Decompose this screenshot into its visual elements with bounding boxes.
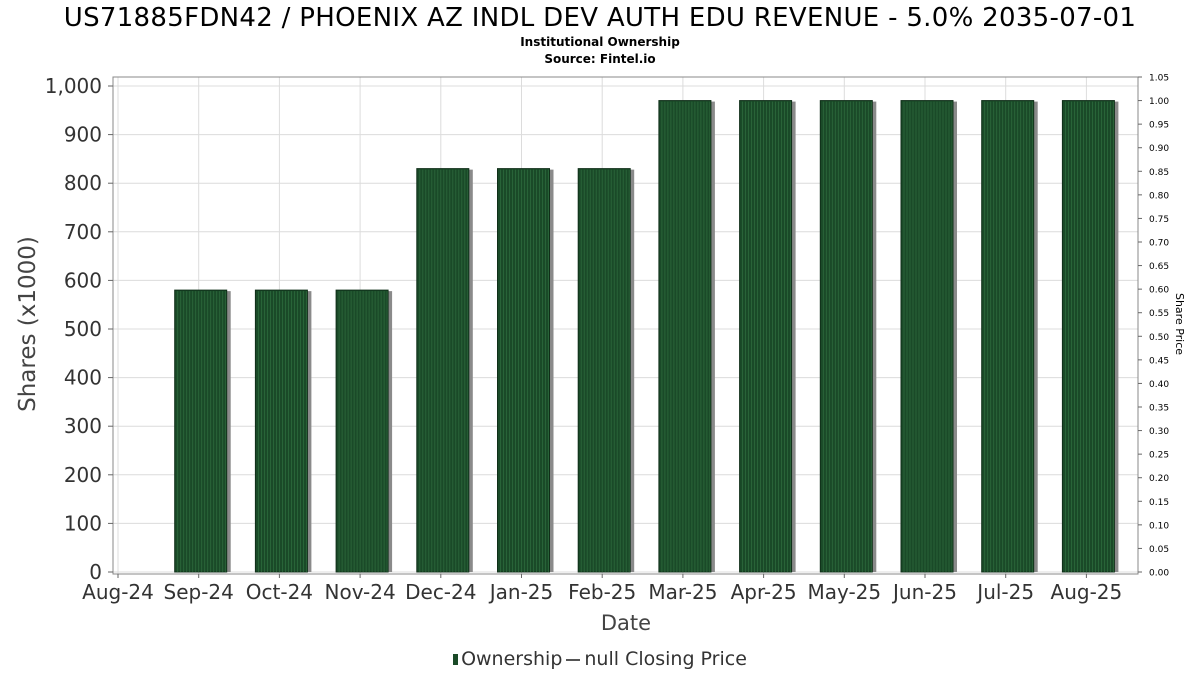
- y2-tick-label: 0.40: [1149, 380, 1169, 390]
- x-tick-label: Dec-24: [405, 580, 476, 604]
- y2-tick-label: 0.35: [1149, 404, 1169, 414]
- x-tick-label: Nov-24: [325, 580, 396, 604]
- y2-tick-label: 0.65: [1149, 262, 1169, 272]
- x-axis: Aug-24 Sep-24 Oct-24 Nov-24 Dec-24 Jan-25 Feb-…: [82, 574, 1122, 604]
- y-tick-label: 700: [64, 220, 102, 244]
- y2-axis: 0.00 0.05 0.10 0.15 0.20 0.25 0.30 0.35 0.40 0.45…: [1138, 74, 1169, 579]
- x-tick-label: Jan-25: [488, 580, 554, 604]
- y2-tick-label: 0.85: [1149, 168, 1169, 178]
- ownership-bar: [900, 100, 954, 573]
- y2-tick-label: 0.05: [1149, 545, 1169, 555]
- ownership-bar: [981, 100, 1035, 573]
- x-tick-label: Feb-25: [568, 580, 636, 604]
- y2-axis-title: Share Price: [1173, 293, 1186, 355]
- legend: Ownership null Closing Price: [0, 647, 1200, 671]
- ownership-bar: [254, 289, 308, 573]
- ownership-bar: [174, 289, 228, 573]
- ownership-bar: [416, 168, 470, 573]
- ownership-bar: [1061, 100, 1115, 573]
- y2-tick-label: 1.00: [1149, 97, 1169, 107]
- ownership-bar: [497, 168, 550, 573]
- x-axis-title: Date: [601, 611, 651, 635]
- y2-tick-label: 1.05: [1149, 74, 1169, 84]
- y-tick-label: 0: [89, 560, 102, 584]
- x-tick-label: Oct-24: [246, 580, 313, 604]
- x-tick-label: Mar-25: [648, 580, 717, 604]
- x-tick-label: Jul-25: [975, 580, 1034, 604]
- y-tick-label: 100: [64, 511, 102, 535]
- ownership-bar: [739, 100, 793, 573]
- price-legend-label: null Closing Price: [584, 648, 747, 670]
- ownership-bar: [577, 168, 631, 573]
- y2-tick-label: 0.25: [1149, 451, 1169, 461]
- y-tick-label: 200: [64, 463, 102, 487]
- x-tick-label: Sep-24: [164, 580, 234, 604]
- x-tick-label: Apr-25: [731, 580, 797, 604]
- chart-source: Source: Fintel.io: [544, 52, 656, 66]
- price-legend-line: [566, 658, 581, 661]
- y-tick-label: 1,000: [45, 74, 102, 98]
- ownership-legend-swatch: [453, 654, 459, 665]
- y-axis-title: Shares (x1000): [15, 236, 41, 412]
- y2-tick-label: 0.90: [1149, 144, 1169, 154]
- y-tick-label: 400: [64, 366, 102, 390]
- y2-tick-label: 0.50: [1149, 333, 1169, 343]
- ownership-legend-label: Ownership: [461, 648, 563, 670]
- y2-tick-label: 0.20: [1149, 474, 1169, 484]
- y-tick-label: 600: [64, 268, 102, 292]
- ownership-bar: [658, 100, 712, 573]
- y-axis: 0 100 200 300 400 500 600 700 800 900 1,000: [45, 74, 113, 584]
- y2-tick-label: 0.15: [1149, 498, 1169, 508]
- y2-tick-label: 0.60: [1149, 286, 1169, 296]
- y2-tick-label: 0.10: [1149, 521, 1169, 531]
- x-tick-label: Aug-24: [82, 580, 154, 604]
- y2-tick-label: 0.45: [1149, 356, 1169, 366]
- plot-frame: [112, 76, 1139, 575]
- y-tick-label: 500: [64, 317, 102, 341]
- chart-title: US71885FDN42 / PHOENIX AZ INDL DEV AUTH …: [63, 3, 1137, 33]
- y2-tick-label: 0.30: [1149, 427, 1169, 437]
- ownership-bar: [335, 289, 389, 573]
- y2-tick-label: 0.00: [1149, 569, 1169, 579]
- y2-tick-label: 0.70: [1149, 239, 1169, 249]
- y-tick-label: 300: [64, 414, 102, 438]
- y-tick-label: 900: [64, 123, 102, 147]
- y2-tick-label: 0.95: [1149, 121, 1169, 131]
- y-tick-label: 800: [64, 171, 102, 195]
- x-tick-label: May-25: [807, 580, 881, 604]
- chart-subtitle: Institutional Ownership: [520, 35, 680, 49]
- bars: [174, 100, 1119, 573]
- x-tick-label: Jun-25: [891, 580, 957, 604]
- y2-tick-label: 0.75: [1149, 215, 1169, 225]
- x-tick-label: Aug-25: [1051, 580, 1123, 604]
- y2-tick-label: 0.55: [1149, 309, 1169, 319]
- ownership-bar: [819, 100, 873, 573]
- y2-tick-label: 0.80: [1149, 191, 1169, 201]
